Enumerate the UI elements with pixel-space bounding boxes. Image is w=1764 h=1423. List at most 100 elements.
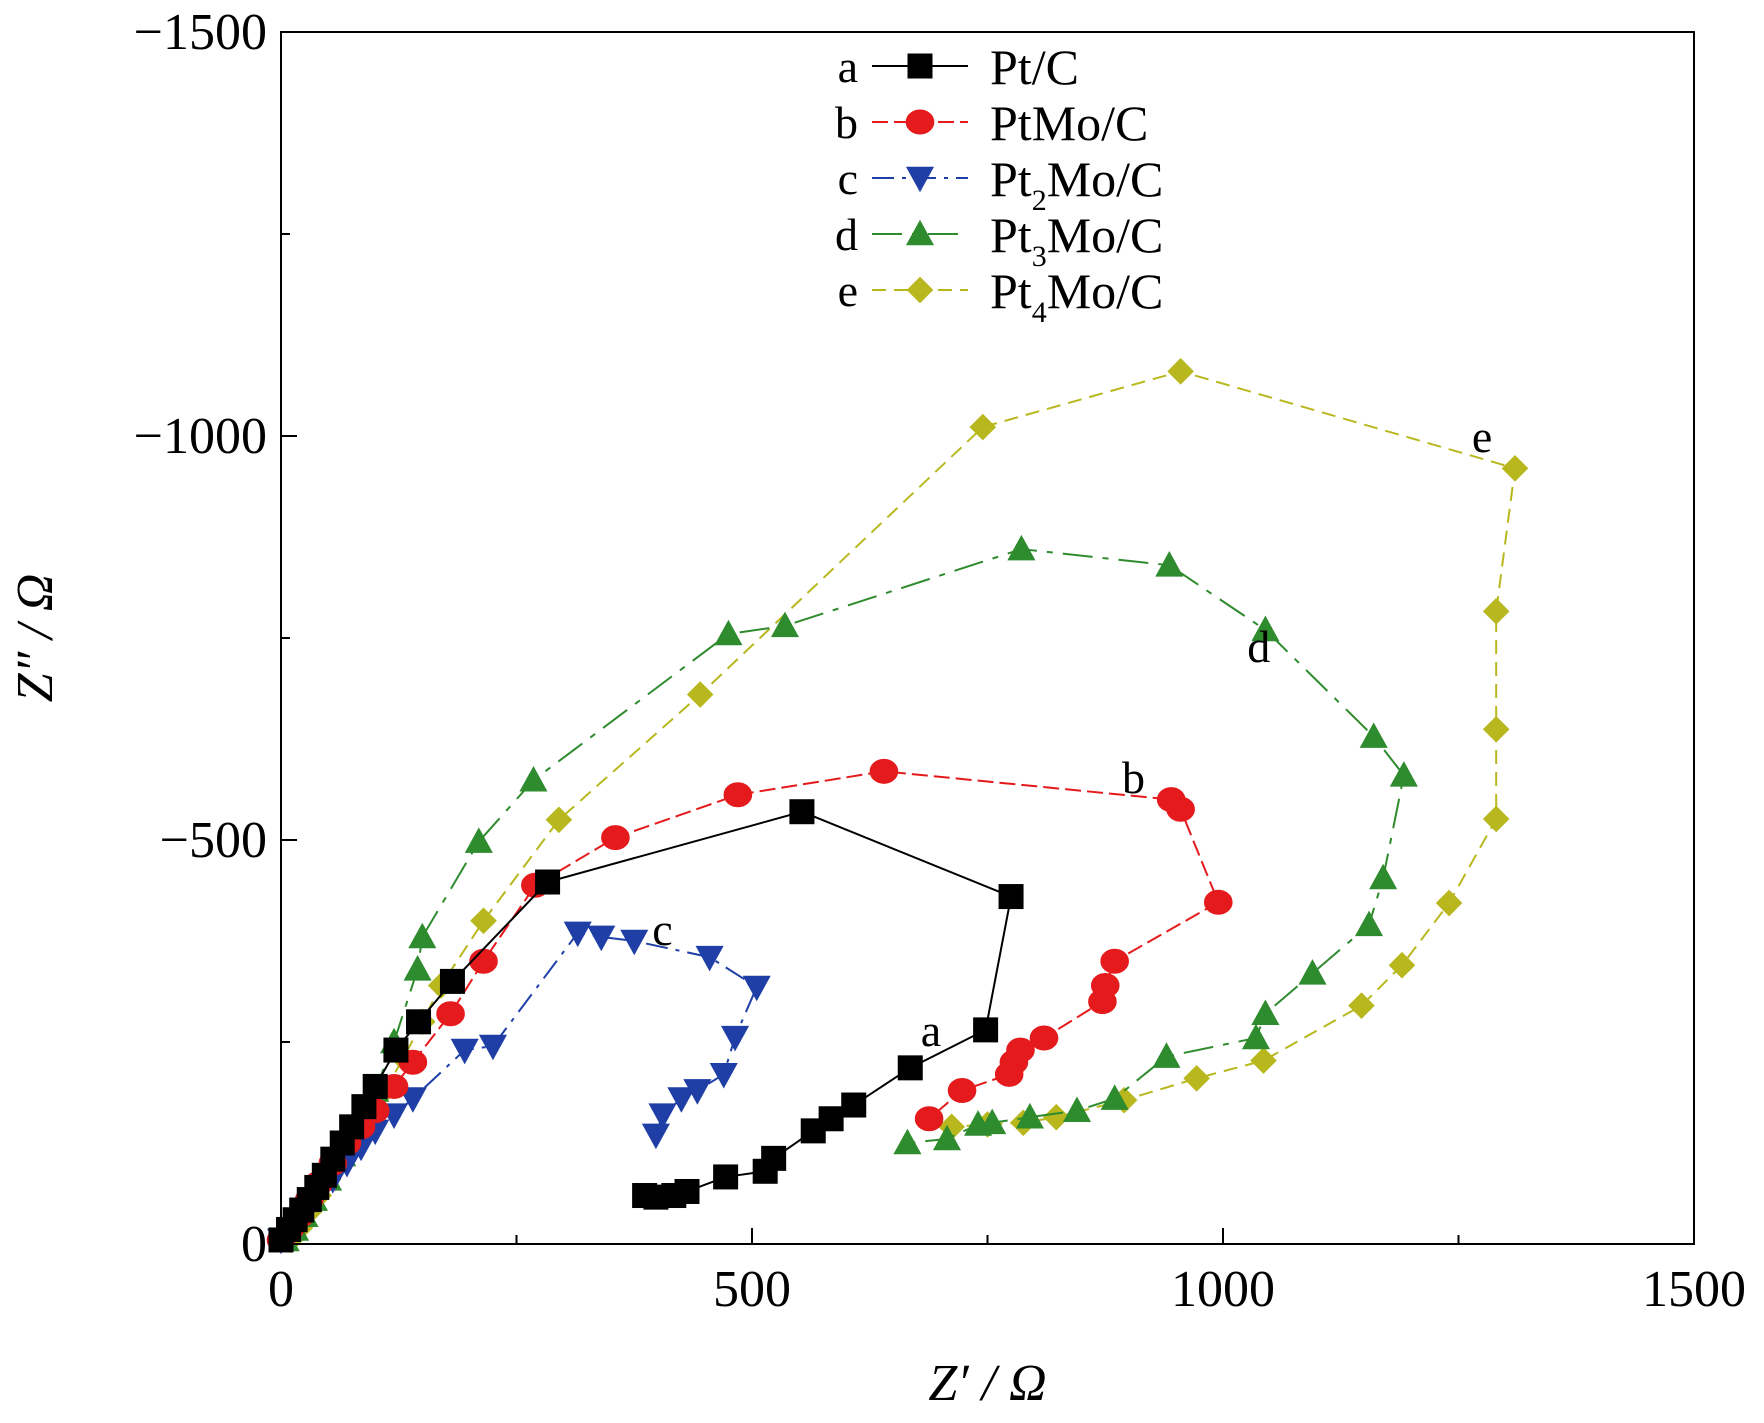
legend-label-tail: Mo/C: [1047, 151, 1164, 207]
series-d-point: [1062, 1096, 1092, 1122]
y-tick-label: 0: [241, 1216, 267, 1273]
curve-label-a: a: [921, 1005, 941, 1056]
legend-item-a: a Pt/C: [838, 39, 1079, 95]
legend-label-main: Pt: [990, 207, 1032, 263]
series-b-point: [1100, 948, 1129, 974]
legend-marker: [905, 219, 935, 246]
series-a-point: [713, 1164, 739, 1190]
series-e-point: [1482, 805, 1510, 833]
y-tick-label: −500: [160, 812, 267, 869]
series-e-point: [686, 681, 714, 708]
legend-marker: [906, 276, 934, 304]
series-a-point: [789, 799, 815, 825]
y-tick-label: −1500: [134, 4, 267, 61]
legend-label: Pt2Mo/C: [990, 151, 1163, 217]
legend-label-main: Pt: [990, 263, 1032, 319]
legend-letter: c: [838, 153, 858, 204]
legend-marker: [907, 53, 933, 79]
series-e-point: [1435, 889, 1463, 917]
series-c-point: [648, 1103, 677, 1129]
series-a-point: [362, 1073, 388, 1099]
legend-letter: b: [835, 97, 858, 148]
legend-item-d: d Pt3Mo/C: [835, 207, 1163, 273]
series-e-point: [1482, 598, 1510, 625]
series-c-point: [478, 1034, 507, 1061]
curve-label-b: b: [1122, 752, 1145, 803]
series-layer: [266, 358, 1529, 1255]
series-b-point: [1166, 796, 1195, 822]
series-d-point: [1100, 1084, 1129, 1110]
series-d-point: [1251, 615, 1280, 642]
series-b-point: [947, 1077, 977, 1103]
series-a-point: [800, 1118, 826, 1144]
series-c-point: [720, 1025, 750, 1052]
legend-letter: e: [838, 265, 858, 316]
series-c-point: [742, 975, 771, 1002]
series-b-point: [869, 758, 899, 784]
legend-label: Pt/C: [990, 39, 1079, 95]
series-a-point: [632, 1183, 658, 1209]
series-d-point: [403, 955, 432, 981]
legend-item-b: b PtMo/C: [835, 95, 1148, 151]
series-d-point: [1015, 1102, 1044, 1129]
series-e-point: [1183, 1065, 1210, 1092]
series-d-point: [1152, 1042, 1181, 1068]
series-d-point: [1359, 722, 1388, 748]
series-e-point: [1348, 992, 1375, 1019]
legend-label-main: Pt/C: [990, 39, 1079, 95]
curve-label-d: d: [1247, 621, 1270, 672]
y-tick-label: −1000: [134, 408, 267, 465]
series-b-point: [469, 948, 498, 974]
legend-label: Pt3Mo/C: [990, 207, 1163, 273]
series-d-point: [1298, 959, 1327, 985]
legend-label-subscript: 2: [1032, 184, 1047, 217]
series-d-point: [893, 1128, 922, 1155]
series-d-point: [770, 611, 800, 638]
legend-letter: d: [835, 209, 858, 260]
series-a-point: [535, 869, 561, 895]
series-e-point: [545, 806, 573, 834]
series-d-point: [464, 827, 493, 853]
legend-label: PtMo/C: [990, 95, 1148, 151]
series-d-point: [964, 1110, 993, 1136]
series-b-point: [601, 825, 630, 851]
series-c-point: [641, 1123, 670, 1150]
series-e-point: [1250, 1047, 1277, 1074]
legend-label-main: PtMo/C: [990, 95, 1148, 151]
legend-label: Pt4Mo/C: [990, 263, 1163, 329]
series-a-point: [406, 1009, 432, 1035]
x-tick-label: 1500: [1642, 1261, 1746, 1318]
legend-label-subscript: 4: [1032, 296, 1047, 329]
series-d-point: [1251, 999, 1280, 1026]
series-d-point: [1369, 863, 1398, 890]
series-e-point: [1042, 1103, 1070, 1131]
legend-item-e: e Pt4Mo/C: [838, 263, 1164, 329]
series-d-point: [1389, 761, 1418, 787]
x-tick-label: 1000: [1171, 1261, 1275, 1318]
series-c-point: [695, 945, 724, 972]
axis-ticks: [280, 31, 1695, 1245]
series-a: [268, 799, 1024, 1253]
series-d-line: [284, 548, 1405, 1241]
curve-label-c: c: [652, 904, 672, 955]
series-b-point: [1088, 989, 1117, 1015]
legend-label-tail: Mo/C: [1047, 263, 1164, 319]
plot-frame: [280, 31, 1695, 1245]
series-d-point: [1241, 1023, 1271, 1050]
curve-labels: a b c d e: [652, 411, 1492, 1056]
series-e-point: [969, 413, 997, 441]
series-e: [277, 358, 1529, 1254]
x-tick-label: 0: [268, 1261, 294, 1318]
legend-letter: a: [838, 41, 858, 92]
series-e-line: [289, 370, 1517, 1241]
x-tick-label: 500: [713, 1261, 791, 1318]
series-c-point: [709, 1063, 738, 1089]
legend-item-c: c Pt2Mo/C: [838, 151, 1164, 217]
legend-label-subscript: 3: [1032, 240, 1047, 273]
series-a-point: [752, 1158, 778, 1184]
y-axis-title: Z″ / Ω: [7, 574, 64, 703]
series-d-point: [1354, 910, 1384, 937]
legend: a Pt/Cb PtMo/Cc Pt2Mo/Cd Pt3Mo/Ce Pt4Mo/C: [835, 39, 1163, 329]
series-c-point: [450, 1038, 479, 1065]
